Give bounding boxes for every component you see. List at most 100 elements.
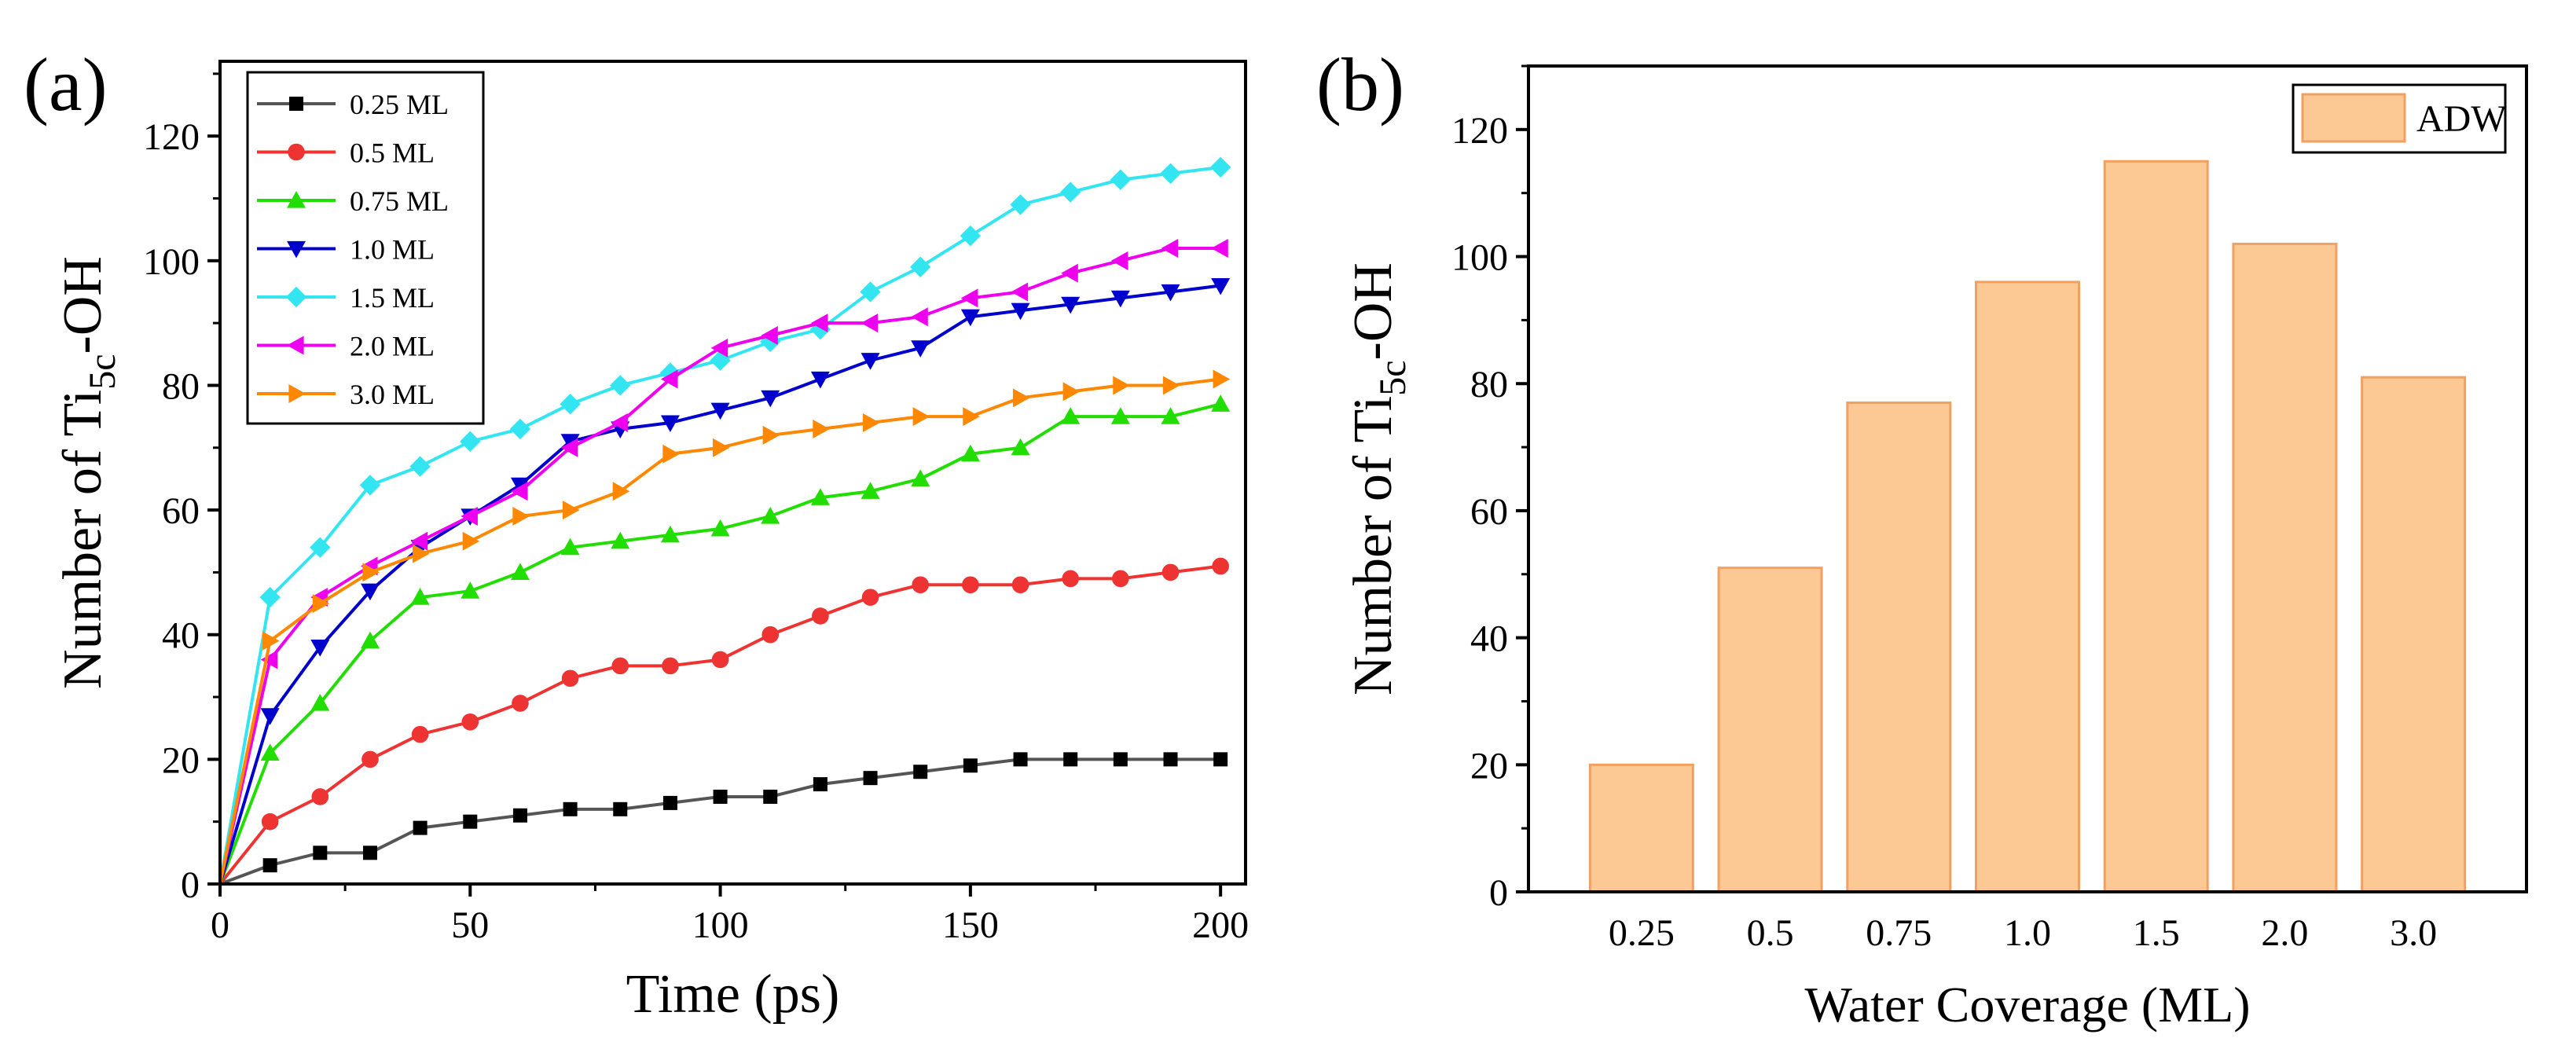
data-point (863, 771, 878, 786)
data-point (610, 375, 631, 396)
data-point (563, 501, 580, 520)
data-point (409, 456, 431, 477)
data-point (1213, 752, 1228, 767)
panel-b-x-tick-label: 0.5 (1747, 912, 1794, 954)
data-point (611, 413, 628, 433)
panel-b-y-tick-label: 100 (1451, 237, 1508, 279)
data-point (810, 488, 830, 505)
data-point (612, 482, 630, 501)
data-point (963, 407, 980, 427)
data-point (712, 438, 730, 457)
panel-a-y-tick-label: 100 (143, 241, 200, 283)
data-point (359, 475, 381, 496)
panel-b-x-tick-label: 0.75 (1866, 912, 1932, 954)
data-point (1212, 557, 1229, 575)
data-point (861, 353, 880, 370)
data-point (960, 444, 980, 462)
data-point (411, 725, 429, 743)
data-point (510, 482, 528, 501)
data-point (561, 669, 579, 688)
series-3_0-ML (218, 369, 1231, 885)
data-point (360, 631, 380, 649)
panel-b-y-label-prefix: Number of Ti (1343, 396, 1404, 695)
panel-a-y-tick-label: 40 (162, 615, 200, 657)
data-point (662, 444, 680, 464)
panel-b-y-tick-label: 20 (1470, 745, 1508, 787)
data-point (762, 425, 780, 445)
data-point (911, 307, 928, 327)
data-point (1059, 182, 1081, 203)
data-point (260, 650, 278, 669)
data-point (710, 402, 730, 420)
data-point (1113, 376, 1130, 395)
legend-swatch (2301, 93, 2406, 143)
data-point (410, 588, 430, 605)
panel-a-legend: 0.25 ML 0.5 ML 0.75 ML 1.0 ML 1.5 ML 2.0 ML 3.… (246, 71, 485, 425)
data-point (512, 695, 529, 712)
data-point (861, 482, 880, 499)
data-point (711, 651, 729, 669)
data-point (313, 845, 328, 860)
data-point (1211, 394, 1231, 412)
panel-a-x-tick-label: 0 (211, 904, 229, 946)
data-point (1161, 407, 1180, 424)
panel-a-x-tick-label: 100 (692, 904, 749, 946)
panel-a-x-axis-label: Time (ps) (626, 964, 840, 1025)
data-point (560, 434, 580, 451)
data-point (963, 758, 978, 773)
panel-a-y-tick-label: 20 (162, 739, 200, 781)
data-point (761, 390, 780, 408)
data-point (560, 537, 580, 556)
legend-marker (287, 336, 304, 355)
series-0_75-ML (218, 394, 1231, 885)
panel-b-x-tick-label: 2.0 (2261, 912, 2308, 954)
data-point (509, 418, 531, 440)
data-point (1211, 277, 1231, 295)
data-point (810, 371, 830, 389)
data-point (913, 765, 928, 779)
panel-b-x-tick-label: 3.0 (2390, 912, 2437, 954)
data-point (862, 413, 880, 433)
panel-a-axes-frame (218, 60, 1247, 886)
data-point (710, 519, 730, 537)
panel-a-y-axis-label: Number of Ti5c-OH (53, 256, 123, 689)
data-point (1062, 382, 1081, 402)
bar-0.25 (1588, 763, 1694, 893)
data-point (662, 795, 677, 810)
data-point (510, 477, 530, 495)
data-point (1161, 284, 1180, 302)
data-point (560, 394, 581, 415)
data-point (660, 369, 678, 389)
data-point (960, 225, 982, 247)
panel-a-y-tick-label: 120 (143, 116, 200, 158)
series-line (219, 757, 1221, 886)
data-point (1161, 563, 1180, 581)
data-point (660, 415, 680, 433)
data-point (1211, 238, 1228, 258)
data-point (1160, 163, 1181, 184)
series-0_5-ML (218, 557, 1229, 886)
data-point (410, 531, 428, 551)
data-point (259, 586, 281, 608)
panel-a-axis-ticks: 0 50 100 150 200 0 20 40 60 80 100 120 (143, 72, 1249, 946)
series-line (218, 564, 1221, 886)
data-point (861, 589, 879, 606)
panel-a-x-tick-label: 50 (451, 904, 489, 946)
data-point (1161, 238, 1179, 258)
panel-b-y-tick-label: 120 (1451, 110, 1508, 152)
panel-b-y-label-suffix: -OH (1343, 262, 1404, 360)
legend-label: 0.75 ML (350, 185, 449, 217)
data-point (413, 820, 427, 835)
data-point (262, 631, 280, 651)
data-point (962, 576, 979, 594)
data-point (1112, 570, 1129, 588)
data-point (261, 812, 279, 831)
legend-label: 1.0 ML (350, 234, 435, 266)
data-point (710, 338, 728, 358)
panel-a-series (218, 156, 1231, 886)
data-point (662, 657, 679, 675)
data-point (761, 625, 780, 644)
data-point (1011, 576, 1029, 594)
legend-label: 3.0 ML (350, 379, 435, 410)
legend-marker (287, 240, 306, 259)
